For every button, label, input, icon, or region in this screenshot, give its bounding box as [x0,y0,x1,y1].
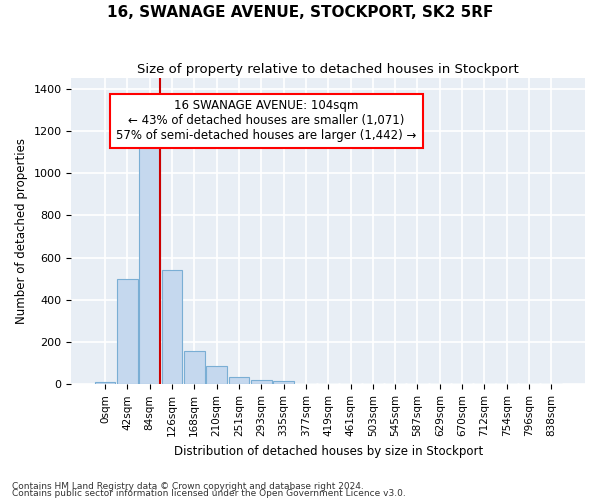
Text: 16, SWANAGE AVENUE, STOCKPORT, SK2 5RF: 16, SWANAGE AVENUE, STOCKPORT, SK2 5RF [107,5,493,20]
Title: Size of property relative to detached houses in Stockport: Size of property relative to detached ho… [137,62,519,76]
Text: Contains public sector information licensed under the Open Government Licence v3: Contains public sector information licen… [12,489,406,498]
Bar [162,270,182,384]
Bar [117,278,137,384]
X-axis label: Distribution of detached houses by size in Stockport: Distribution of detached houses by size … [173,444,483,458]
Y-axis label: Number of detached properties: Number of detached properties [15,138,28,324]
Bar [229,377,249,384]
Bar [184,350,205,384]
Bar [139,142,160,384]
Text: Contains HM Land Registry data © Crown copyright and database right 2024.: Contains HM Land Registry data © Crown c… [12,482,364,491]
Bar [273,381,294,384]
Bar [251,380,272,384]
Bar [206,366,227,384]
Text: 16 SWANAGE AVENUE: 104sqm
← 43% of detached houses are smaller (1,071)
57% of se: 16 SWANAGE AVENUE: 104sqm ← 43% of detac… [116,100,417,142]
Bar [95,382,115,384]
